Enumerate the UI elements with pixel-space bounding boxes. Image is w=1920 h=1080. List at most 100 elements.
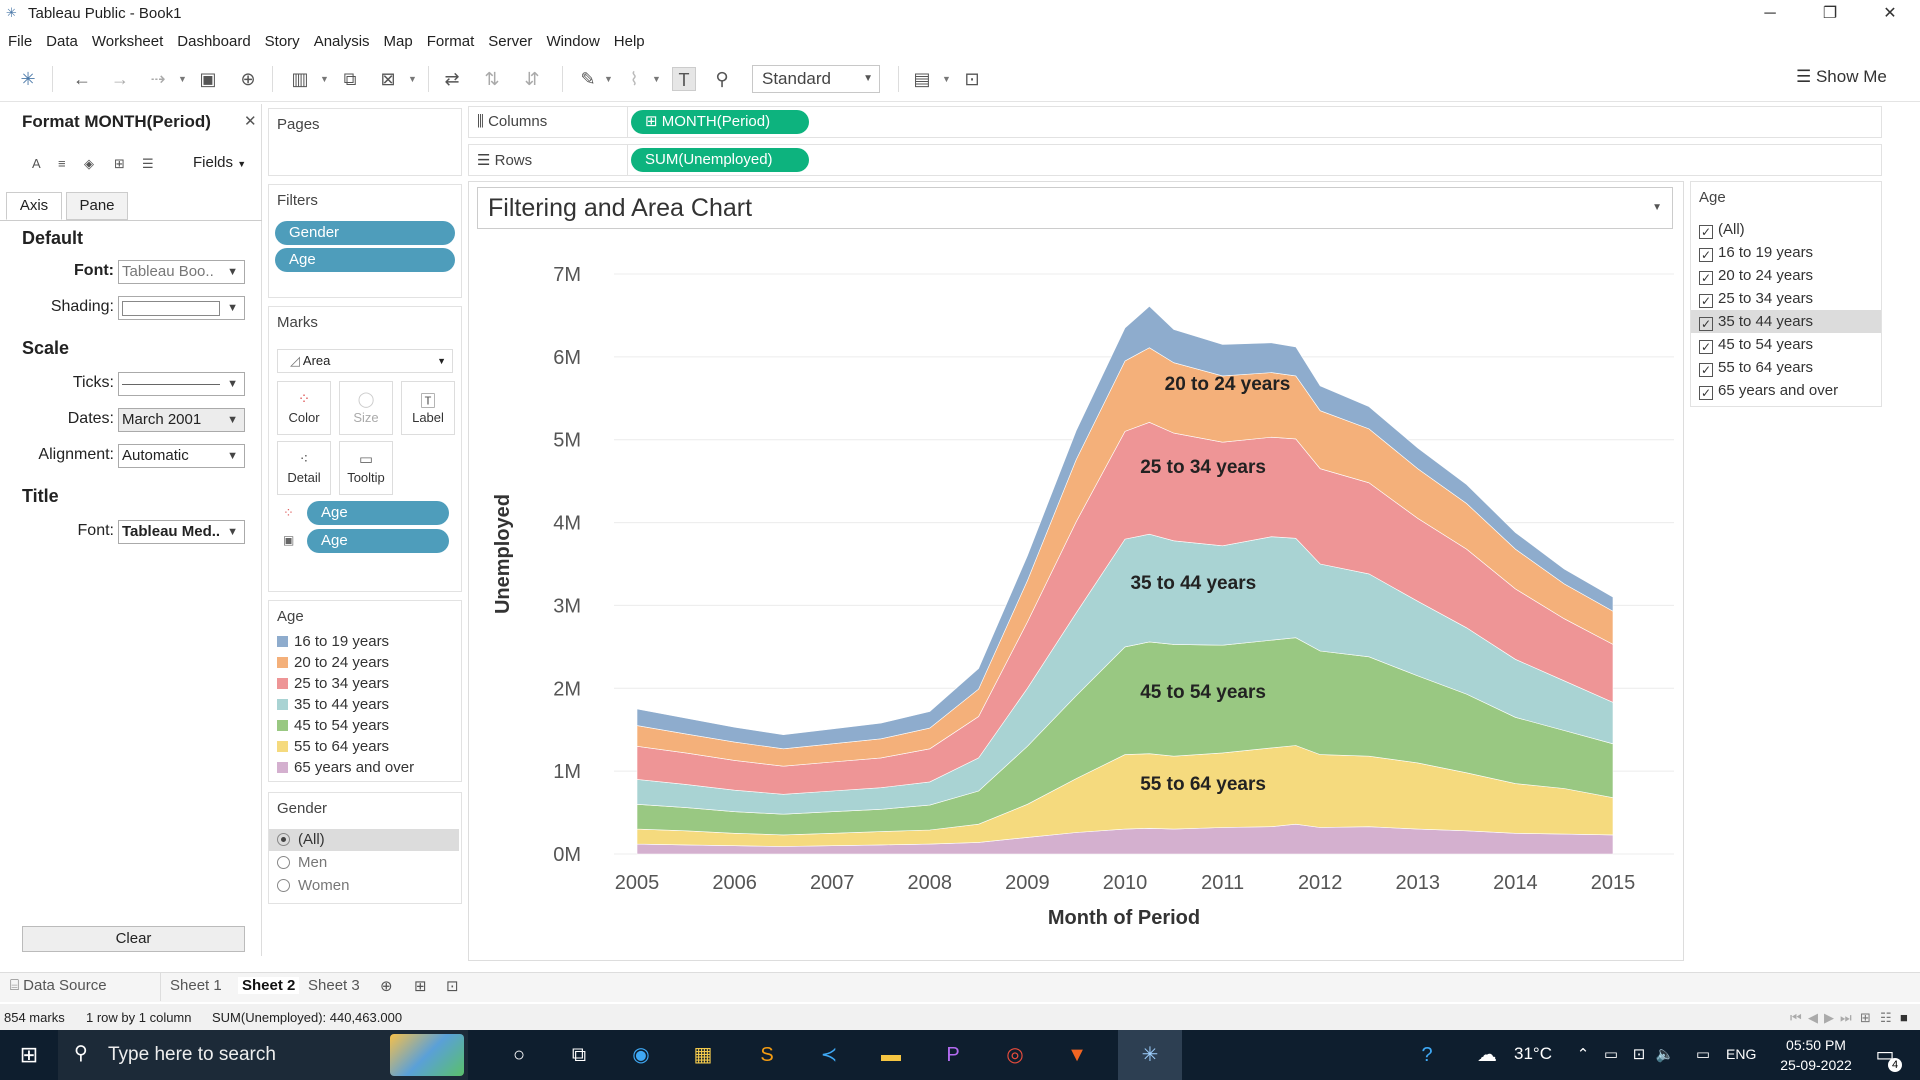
clear-dropdown-icon[interactable]: ▼ xyxy=(408,74,417,84)
brave-browser-icon[interactable]: ▼ xyxy=(1067,1044,1087,1066)
age-filter-option[interactable]: ✓ 45 to 54 years xyxy=(1691,333,1881,356)
cortana-icon[interactable]: ○ xyxy=(512,1044,526,1066)
tab-pane[interactable]: Pane xyxy=(66,192,128,220)
menu-file[interactable]: File xyxy=(8,33,33,50)
new-dashboard-tab-icon[interactable]: ⊞ xyxy=(414,978,427,995)
dates-select[interactable]: March 2001 ▼ xyxy=(118,408,245,432)
menu-server[interactable]: Server xyxy=(488,33,533,50)
checkbox-checked-icon[interactable]: ✓ xyxy=(1699,340,1713,354)
checkbox-checked-icon[interactable]: ✓ xyxy=(1699,271,1713,285)
show-cards-dropdown-icon[interactable]: ▼ xyxy=(942,74,951,84)
picsart-icon[interactable]: P xyxy=(946,1044,960,1066)
shading-select[interactable]: ▼ xyxy=(118,296,245,320)
microsoft-store-icon[interactable]: ▦ xyxy=(693,1044,713,1066)
sheet-sorter-icon[interactable]: ⊞ xyxy=(1860,1010,1871,1025)
sublime-text-icon[interactable]: S xyxy=(760,1044,774,1066)
group-members-icon[interactable]: ⌇ xyxy=(629,69,639,89)
age-filter-option[interactable]: ✓ 35 to 44 years xyxy=(1691,310,1881,333)
gender-option-all[interactable]: (All) xyxy=(269,829,459,851)
filter-pill-gender[interactable]: Gender xyxy=(275,221,455,245)
filter-pill-age[interactable]: Age xyxy=(275,248,455,272)
filters-shelf[interactable]: Filters Gender Age xyxy=(268,184,462,298)
chrome-icon[interactable]: ◎ xyxy=(1006,1044,1024,1066)
legend-item[interactable]: 45 to 54 years xyxy=(277,717,389,734)
duplicate-sheet-icon[interactable]: ⧉ xyxy=(343,69,357,89)
size-button[interactable]: ◯ Size xyxy=(339,381,393,435)
filmstrip-icon[interactable]: ☷ xyxy=(1880,1010,1892,1025)
taskbar-search[interactable]: ⚲ Type here to search xyxy=(58,1030,468,1080)
undo-icon[interactable]: ← xyxy=(73,69,91,89)
fix-axes-icon[interactable]: ⚲ xyxy=(715,69,729,89)
legend-item[interactable]: 20 to 24 years xyxy=(277,654,389,671)
new-data-source-icon[interactable]: ⊕ xyxy=(240,69,256,89)
show-mark-labels-icon[interactable]: T xyxy=(672,67,696,91)
lines-format-icon[interactable]: ☰ xyxy=(142,156,154,171)
font-select[interactable]: Tableau Boo.. ▼ xyxy=(118,260,245,284)
edge-browser-icon[interactable]: ◉ xyxy=(632,1044,650,1066)
replay-icon[interactable]: ⇢ xyxy=(150,69,166,89)
title-font-select[interactable]: Tableau Med.. ▼ xyxy=(118,520,245,544)
task-view-icon[interactable]: ⧉ xyxy=(571,1044,587,1066)
columns-pill-month-period[interactable]: ⊞ MONTH(Period) xyxy=(631,110,809,134)
new-worksheet-dropdown-icon[interactable]: ▼ xyxy=(320,74,329,84)
area-chart[interactable]: 0M 1M 2M 3M 4M 5M 6M 7M 2005 2006 2007 2008 2009 2010… xyxy=(469,234,1681,954)
sort-ascending-icon[interactable]: ⇅ xyxy=(484,69,500,89)
fit-mode-select[interactable]: Standard ▼ xyxy=(752,65,880,93)
group-dropdown-icon[interactable]: ▼ xyxy=(652,74,661,84)
chevron-down-icon[interactable]: ▼ xyxy=(1652,202,1662,213)
show-hidden-icons-icon[interactable]: ⌃ xyxy=(1576,1046,1590,1063)
highlight-icon[interactable]: ✎ xyxy=(580,69,596,89)
tab-data-source[interactable]: ⌸ Data Source xyxy=(10,977,107,994)
windows-start-icon[interactable]: ⊞ xyxy=(19,1042,39,1067)
replay-dropdown-icon[interactable]: ▼ xyxy=(178,74,187,84)
clock-date[interactable]: 25-09-2022 xyxy=(1780,1057,1852,1073)
nav-next-icon[interactable]: ▶ xyxy=(1824,1010,1834,1025)
pages-shelf[interactable]: Pages xyxy=(268,108,462,176)
rows-shelf[interactable]: ☰ Rows SUM(Unemployed) xyxy=(468,144,1882,176)
highlight-dropdown-icon[interactable]: ▼ xyxy=(604,74,613,84)
label-button[interactable]: 🅃 Label xyxy=(401,381,455,435)
volume-icon[interactable]: 🔈 xyxy=(1655,1046,1675,1063)
checkbox-checked-icon[interactable]: ✓ xyxy=(1699,225,1713,239)
clear-button[interactable]: Clear xyxy=(22,926,245,952)
presentation-mode-icon[interactable]: ⊡ xyxy=(964,69,980,89)
swap-rows-columns-icon[interactable]: ⇄ xyxy=(444,69,460,89)
nav-prev-icon[interactable]: ◀ xyxy=(1808,1010,1818,1025)
file-explorer-icon[interactable]: ▬ xyxy=(881,1044,901,1066)
age-filter-option[interactable]: ✓ 20 to 24 years xyxy=(1691,264,1881,287)
detail-button[interactable]: ⁖ Detail xyxy=(277,441,331,495)
borders-format-icon[interactable]: ⊞ xyxy=(114,156,125,171)
close-icon[interactable]: ✕ xyxy=(1883,5,1897,22)
tableau-taskbar-icon[interactable]: ✳ xyxy=(1118,1030,1182,1080)
color-button[interactable]: ⁘ Color xyxy=(277,381,331,435)
menu-data[interactable]: Data xyxy=(46,33,78,50)
mark-pill-age-color[interactable]: Age xyxy=(307,501,449,525)
fields-dropdown[interactable]: Fields ▼ xyxy=(193,154,247,171)
tabs-view-icon[interactable]: ■ xyxy=(1900,1010,1908,1025)
minimize-icon[interactable]: ─ xyxy=(1764,5,1776,22)
checkbox-checked-icon[interactable]: ✓ xyxy=(1699,248,1713,262)
legend-item[interactable]: 16 to 19 years xyxy=(277,633,389,650)
tab-sheet-2[interactable]: Sheet 2 xyxy=(238,977,300,994)
legend-item[interactable]: 65 years and over xyxy=(277,759,414,776)
menu-analysis[interactable]: Analysis xyxy=(313,33,370,50)
gender-option-men[interactable]: Men xyxy=(269,852,459,874)
age-filter-option[interactable]: ✓ (All) xyxy=(1691,218,1881,241)
show-me-button[interactable]: ☰ Show Me xyxy=(1796,67,1887,86)
ticks-select[interactable]: ▼ xyxy=(118,372,245,396)
gender-option-women[interactable]: Women xyxy=(269,875,459,897)
menu-help[interactable]: Help xyxy=(613,33,645,50)
nav-last-icon[interactable]: ⏭ xyxy=(1840,1010,1852,1025)
help-icon[interactable]: ? xyxy=(1421,1044,1433,1066)
close-icon[interactable]: ✕ xyxy=(244,113,257,130)
checkbox-checked-icon[interactable]: ✓ xyxy=(1699,317,1713,331)
legend-item[interactable]: 35 to 44 years xyxy=(277,696,389,713)
menu-story[interactable]: Story xyxy=(264,33,300,50)
tab-sheet-1[interactable]: Sheet 1 xyxy=(170,977,222,994)
menu-worksheet[interactable]: Worksheet xyxy=(91,33,164,50)
new-worksheet-icon[interactable]: ▥ xyxy=(291,69,309,89)
checkbox-checked-icon[interactable]: ✓ xyxy=(1699,386,1713,400)
restore-icon[interactable]: ❐ xyxy=(1822,5,1838,22)
menu-map[interactable]: Map xyxy=(383,33,413,50)
clear-sheet-icon[interactable]: ⊠ xyxy=(380,69,396,89)
